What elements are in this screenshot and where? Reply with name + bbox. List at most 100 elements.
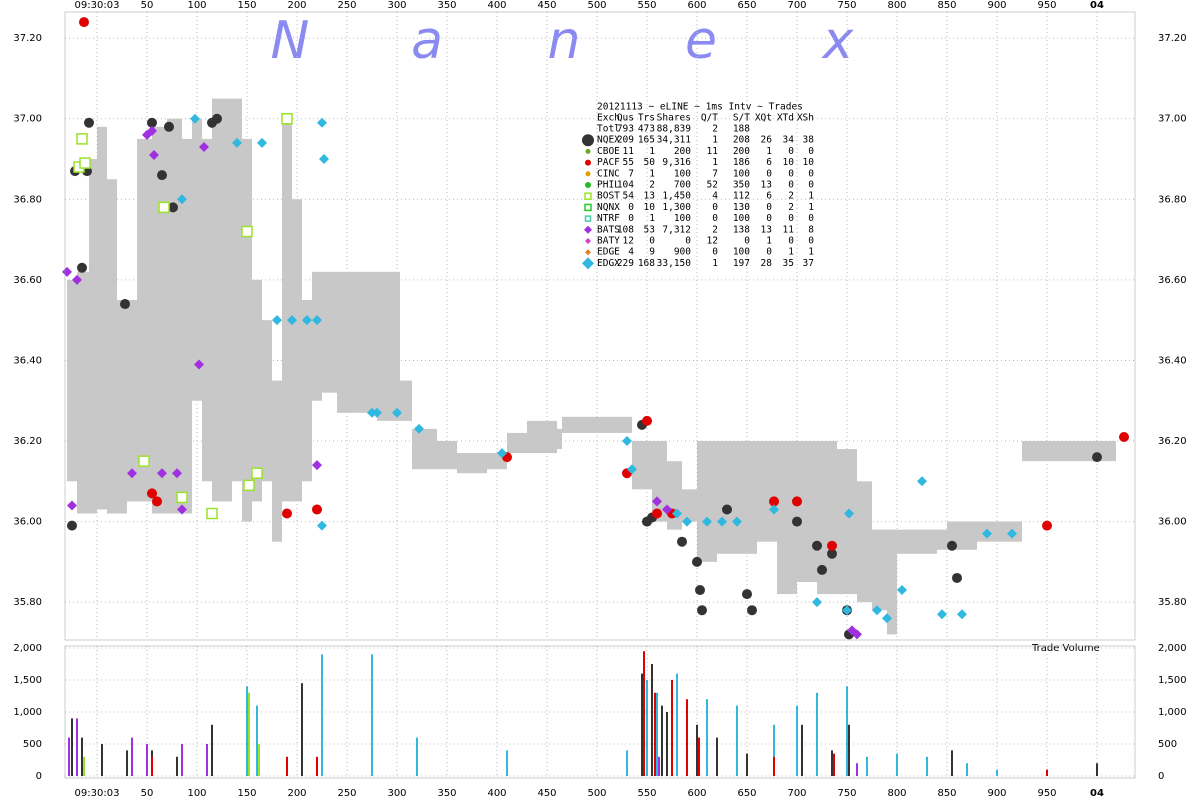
legend-header: Trs: [638, 113, 655, 124]
volume-bar: [301, 683, 303, 777]
nbbo-band: [1022, 441, 1097, 462]
volume-bar: [796, 705, 798, 777]
legend-cell: 6: [766, 157, 772, 168]
legend-cell: 26: [761, 135, 773, 146]
trade-marker: [872, 605, 882, 616]
x-tick-label: 600: [687, 788, 706, 799]
volume-bar: [71, 718, 73, 777]
legend-cell: 168: [638, 258, 655, 269]
volume-bar: [951, 750, 953, 777]
trade-marker: [152, 496, 162, 507]
legend-cell: 38: [803, 135, 815, 146]
watermark-letter: n: [548, 11, 581, 71]
nbbo-band: [292, 199, 302, 502]
trade-marker: [199, 141, 209, 152]
nbbo-band: [717, 441, 737, 554]
trade-marker: [79, 157, 91, 169]
x-tick-label: 450: [537, 788, 556, 799]
trade-marker: [722, 504, 732, 515]
legend-marker: [585, 238, 591, 244]
legend-marker: [585, 182, 591, 188]
trade-marker: [792, 496, 802, 507]
nbbo-band: [117, 300, 127, 514]
x-tick-label: 650: [737, 788, 756, 799]
volume-bar: [831, 750, 833, 777]
trade-marker: [812, 540, 822, 551]
watermark-letter: N: [271, 11, 310, 71]
trade-marker: [672, 508, 682, 519]
legend-cell: 53: [644, 224, 655, 235]
x-tick-label: 04: [1090, 0, 1104, 11]
x-tick-label: 900: [987, 788, 1006, 799]
legend-cell: 1: [712, 157, 718, 168]
legend-cell: 2: [788, 202, 794, 213]
legend-header: S/T: [733, 113, 750, 124]
x-tick-label: 04: [1090, 788, 1104, 799]
trade-marker: [138, 455, 150, 467]
x-tick-label: 350: [437, 788, 456, 799]
x-tick-label: 700: [787, 0, 806, 11]
y-tick-label-right: 500: [1158, 739, 1177, 750]
trade-marker: [206, 507, 218, 520]
nbbo-band: [182, 138, 192, 514]
nbbo-band: [507, 432, 527, 454]
y-tick-label: 36.40: [13, 355, 42, 366]
trade-marker: [282, 508, 292, 519]
legend-cell: 2: [712, 124, 718, 135]
x-tick-label: 250: [337, 0, 356, 11]
legend-cell: 4: [712, 191, 718, 202]
trade-marker: [281, 112, 293, 125]
x-tick-label: 900: [987, 0, 1006, 11]
y-tick-label: 36.80: [13, 194, 42, 205]
x-tick-label: 750: [837, 0, 856, 11]
nbbo-band: [302, 300, 312, 482]
nbbo-band: [202, 138, 212, 482]
watermark-letter: x: [821, 11, 855, 71]
volume-bar: [866, 756, 868, 777]
volume-bar: [286, 756, 288, 777]
nbbo-band: [357, 271, 377, 413]
nbbo-band: [437, 441, 457, 470]
nbbo-band: [97, 126, 107, 510]
trade-marker: [127, 468, 137, 479]
x-tick-label: 750: [837, 788, 856, 799]
trade-marker: [937, 609, 947, 620]
legend-cell: 1: [808, 247, 814, 258]
y-tick-label-right: 36.00: [1158, 517, 1187, 528]
legend-cell: 200: [674, 146, 691, 157]
volume-bar: [643, 651, 645, 777]
legend-cell: 7: [628, 168, 634, 179]
legend-cell: CBOE: [597, 146, 620, 157]
trade-marker: [272, 315, 282, 326]
legend-cell: 100: [733, 247, 750, 258]
nbbo-band: [262, 320, 272, 482]
x-tick-label: 950: [1037, 0, 1056, 11]
trade-marker: [177, 504, 187, 515]
legend-cell: 130: [733, 202, 750, 213]
legend-cell: 0: [808, 236, 814, 247]
legend-cell: 35: [783, 258, 794, 269]
legend-cell: 104: [617, 180, 634, 191]
legend-cell: BATY: [597, 236, 620, 247]
legend-marker: [584, 225, 592, 234]
trade-marker: [312, 315, 322, 326]
trade-marker: [957, 609, 967, 620]
legend-cell: 100: [674, 168, 691, 179]
nbbo-band: [857, 481, 872, 603]
y-tick-label: 35.80: [13, 597, 42, 608]
legend-cell: BATS: [597, 224, 620, 235]
nbbo-band: [400, 380, 412, 421]
trade-marker: [190, 113, 200, 124]
x-tick-label: 50: [141, 0, 154, 11]
nbbo-band: [397, 271, 400, 421]
legend-cell: 473: [638, 124, 655, 135]
trade-marker: [312, 460, 322, 471]
legend-cell: 55: [623, 157, 634, 168]
legend-cell: 0: [808, 213, 814, 224]
nbbo-band: [1112, 441, 1116, 462]
trade-marker: [844, 508, 854, 519]
nbbo-band: [272, 380, 282, 542]
trade-marker: [692, 556, 702, 567]
volume-bar: [126, 750, 128, 777]
legend-cell: 7: [712, 168, 718, 179]
